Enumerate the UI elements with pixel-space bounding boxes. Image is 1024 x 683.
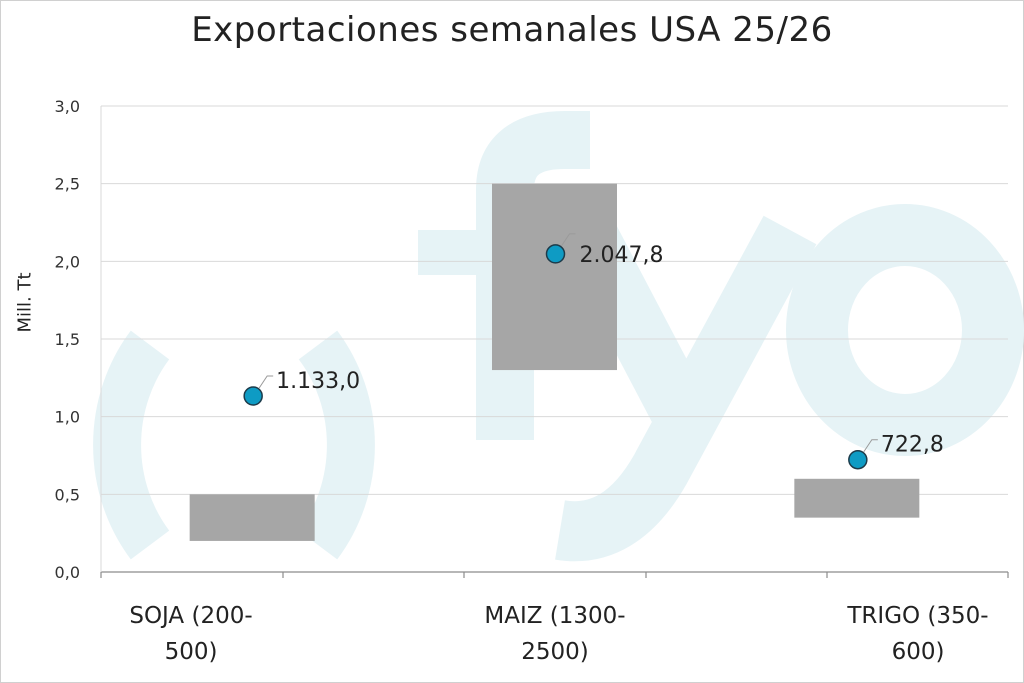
watermark-letter-o [786, 204, 1024, 456]
x-category-label-soja: SOJA (200- 500) [81, 598, 301, 670]
chart-title: Exportaciones semanales USA 25/26 [191, 10, 833, 50]
watermark-arc-right [298, 330, 375, 560]
actual-points: 1.133,0 2.047,8 722,8 [243, 233, 944, 470]
x-category-line1: MAIZ (1300- [484, 603, 626, 629]
data-label: 2.047,8 [580, 243, 664, 268]
y-tick-label: 1,0 [55, 408, 80, 427]
x-category-label-trigo: TRIGO (350- 600) [808, 598, 1024, 670]
data-label: 722,8 [881, 433, 944, 458]
watermark-arc-left [93, 330, 170, 560]
x-category-line2: 600) [891, 639, 945, 665]
x-axis [100, 106, 1009, 578]
actual-point [848, 449, 868, 470]
y-axis-label: Mill. Tt [14, 272, 36, 333]
range-bar [492, 183, 617, 371]
data-label: 1.133,0 [276, 369, 360, 394]
y-tick-label: 1,5 [55, 330, 80, 349]
x-category-label-maiz: MAIZ (1300- 2500) [445, 598, 665, 670]
y-tick-label: 3,0 [55, 97, 80, 116]
x-category-line2: 2500) [521, 639, 589, 665]
actual-point [243, 386, 263, 406]
range-bars [189, 183, 920, 541]
data-label-leader [561, 233, 576, 247]
data-label-leader [863, 439, 878, 453]
x-category-line1: TRIGO (350- [847, 603, 989, 629]
data-label-leader [258, 375, 274, 389]
range-bar [794, 478, 920, 518]
fyo-watermark-logo [93, 111, 1024, 562]
actual-point [545, 244, 566, 264]
y-tick-label: 0,5 [55, 485, 80, 504]
y-tick-label: 2,5 [55, 175, 80, 194]
range-bar [189, 494, 315, 541]
x-category-line2: 500) [164, 639, 218, 665]
x-category-line1: SOJA (200- [129, 603, 253, 629]
y-axis-ticks: 0,0 0,5 1,0 1,5 2,0 2,5 3,0 [55, 97, 80, 582]
y-tick-label: 0,0 [55, 563, 80, 582]
y-tick-label: 2,0 [55, 252, 80, 271]
